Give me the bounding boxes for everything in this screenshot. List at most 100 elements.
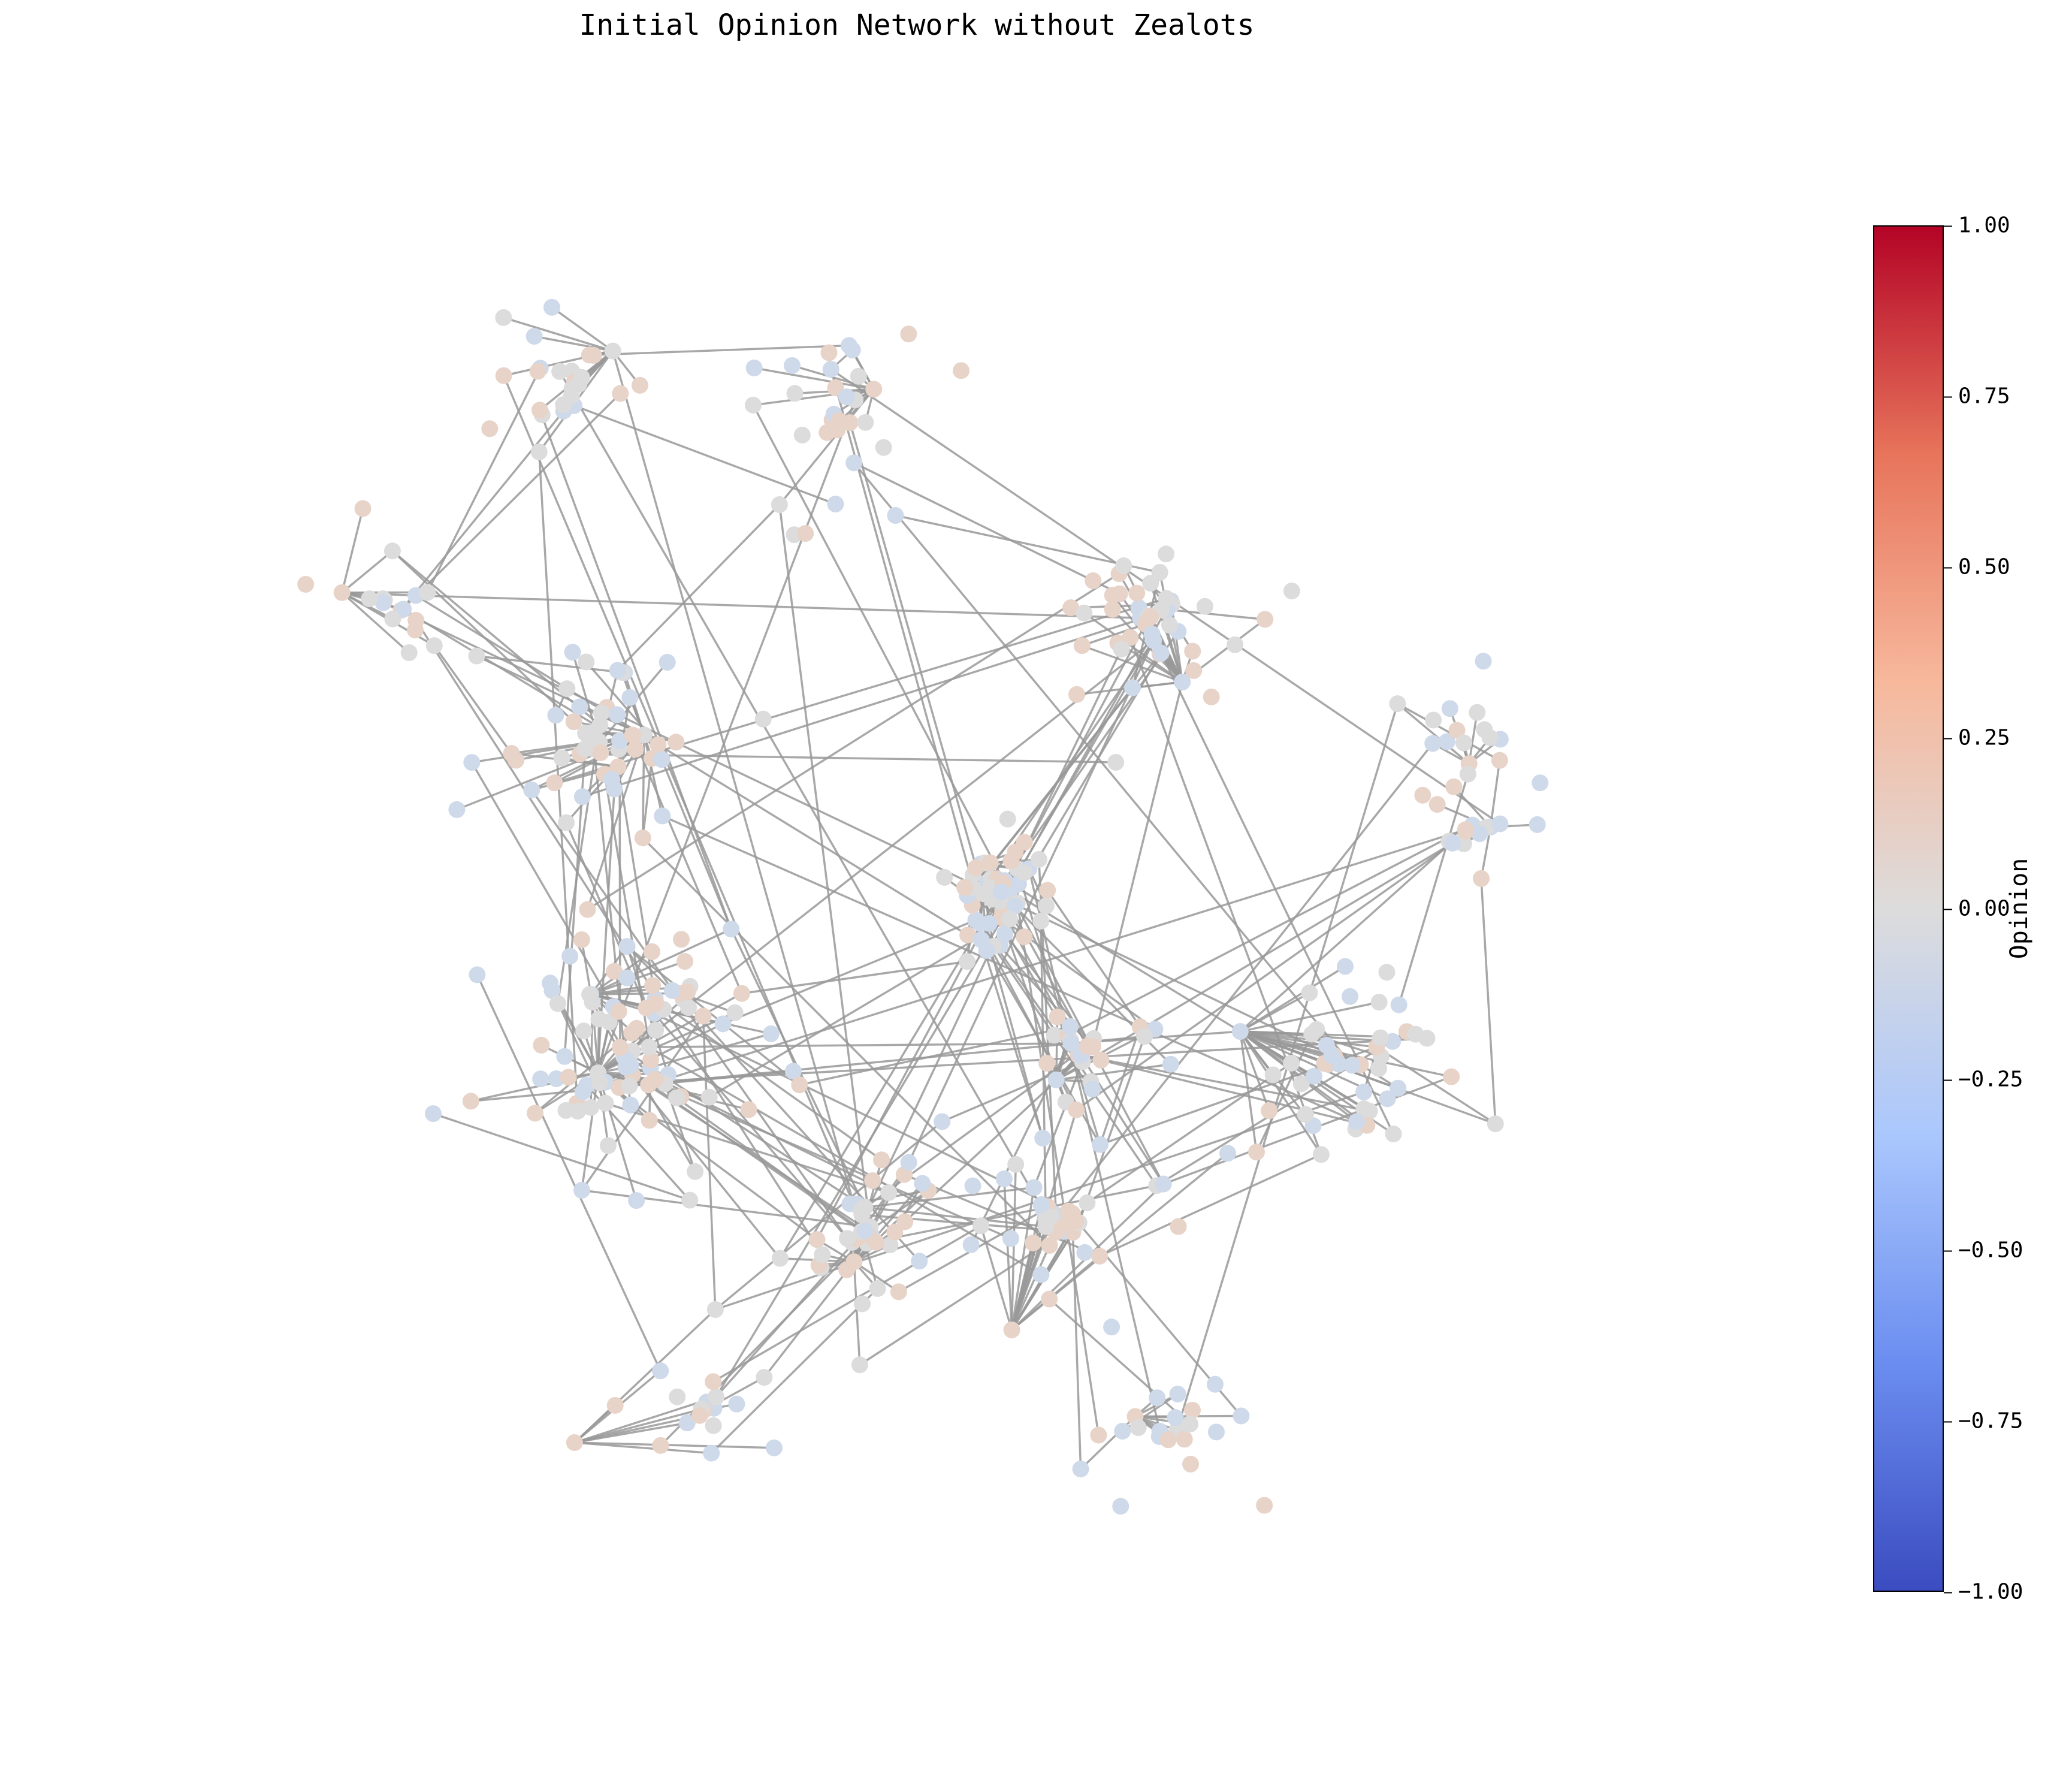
network-edge: [625, 1066, 863, 1233]
network-node: [1136, 1028, 1153, 1045]
network-node: [1257, 611, 1274, 628]
network-edge: [642, 837, 1050, 1247]
network-edge: [1239, 1030, 1315, 1078]
network-node: [1312, 1146, 1330, 1163]
network-node: [967, 859, 984, 877]
network-node: [840, 337, 857, 354]
network-node: [481, 420, 499, 438]
network-edge: [1480, 826, 1492, 879]
network-node: [574, 1083, 591, 1100]
network-node: [546, 774, 563, 792]
network-node: [1448, 722, 1466, 739]
network-node: [495, 367, 512, 384]
network-node: [1532, 774, 1549, 792]
colorbar-tick-label: 0.75: [1944, 384, 2028, 409]
network-edge: [676, 1097, 869, 1236]
network-node: [1129, 1419, 1147, 1437]
network-edge: [1398, 774, 1469, 1006]
network-node: [1073, 637, 1091, 654]
network-node: [555, 396, 572, 414]
network-node: [869, 1280, 886, 1297]
network-node: [1323, 1047, 1340, 1064]
network-node: [1079, 1037, 1096, 1055]
network-node: [1162, 1055, 1179, 1073]
network-edge: [908, 639, 1155, 1163]
network-node: [557, 1102, 575, 1119]
network-node: [578, 653, 595, 671]
network-node: [653, 751, 670, 768]
network-node: [628, 1019, 645, 1037]
network-node: [1007, 897, 1024, 915]
network-node: [425, 637, 443, 654]
network-node: [384, 610, 401, 627]
colorbar-tick-label: −0.25: [1944, 1067, 2028, 1092]
network-node: [1184, 642, 1201, 660]
network-node: [577, 725, 594, 742]
network-node: [575, 1022, 593, 1040]
network-node: [972, 1217, 990, 1235]
network-node: [1343, 1057, 1361, 1074]
network-edge: [708, 918, 1010, 1099]
network-node: [771, 496, 788, 514]
network-node: [1079, 1194, 1096, 1211]
network-node: [854, 1295, 871, 1313]
network-node: [740, 1101, 757, 1118]
network-edge: [1010, 1164, 1017, 1331]
network-node: [508, 752, 525, 769]
network-node: [1355, 1100, 1373, 1118]
network-node: [705, 1417, 722, 1434]
network-node: [723, 921, 740, 938]
network-edge: [1239, 829, 1466, 1033]
network-node: [1001, 910, 1019, 928]
network-node: [1256, 1497, 1273, 1514]
network-node: [1297, 1106, 1314, 1123]
network-node: [610, 1003, 627, 1020]
network-edge: [573, 1308, 716, 1444]
network-node: [1206, 1375, 1224, 1393]
network-node: [958, 953, 975, 970]
network-node: [1092, 1136, 1109, 1153]
network-node: [1424, 735, 1442, 752]
network-node: [762, 1025, 780, 1042]
network-node: [1441, 700, 1458, 717]
network-edge: [715, 652, 1162, 1398]
network-node: [733, 985, 750, 1002]
network-node: [395, 601, 412, 618]
network-node: [914, 1175, 931, 1192]
network-node: [1151, 563, 1168, 581]
network-node: [1389, 695, 1406, 713]
network-node: [1169, 1386, 1186, 1403]
network-edge: [1489, 760, 1501, 828]
network-edge: [778, 504, 871, 1227]
network-edge: [605, 1081, 818, 1241]
network-node: [850, 367, 867, 385]
network-node: [618, 938, 636, 955]
network-node: [793, 426, 811, 444]
network-node: [419, 584, 436, 601]
network-edge: [1067, 824, 1473, 1037]
network-node: [1445, 778, 1463, 795]
network-edge: [1091, 681, 1183, 1048]
network-node: [1355, 1084, 1373, 1101]
network-edge: [1239, 1031, 1270, 1111]
network-node: [1076, 604, 1093, 622]
network-node: [1337, 958, 1354, 975]
network-edge: [1071, 1232, 1082, 1470]
network-edge: [574, 1396, 717, 1444]
network-node: [1152, 644, 1170, 662]
network-node: [581, 986, 599, 1003]
network-node: [1042, 1208, 1059, 1226]
network-node: [881, 1236, 899, 1254]
network-edge: [1032, 1061, 1084, 1188]
network-node: [1158, 545, 1175, 563]
network-node: [469, 966, 486, 983]
network-edge: [741, 960, 968, 995]
network-edge: [643, 734, 664, 816]
network-edge: [1003, 1178, 1013, 1331]
network-node: [791, 1076, 808, 1094]
network-node: [1072, 1461, 1089, 1478]
network-node: [936, 868, 953, 886]
network-edge: [415, 595, 969, 936]
network-node: [745, 359, 763, 376]
